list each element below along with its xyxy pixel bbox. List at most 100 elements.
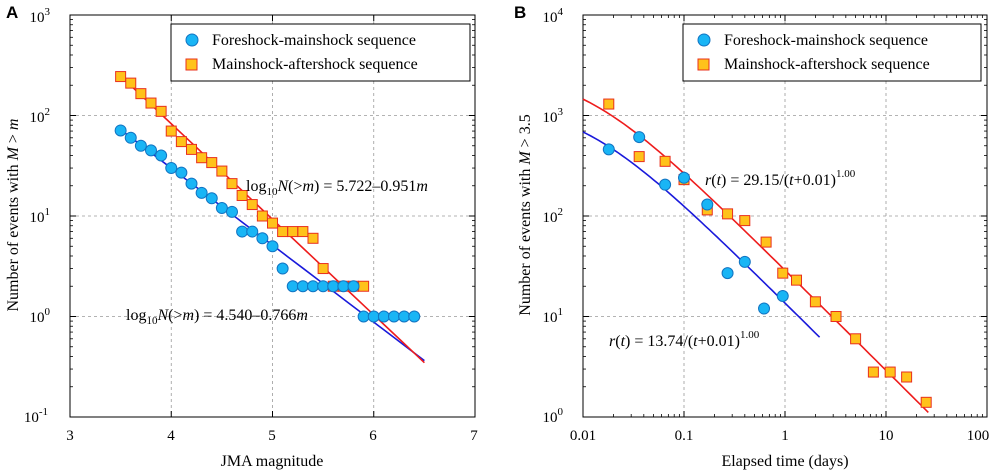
panel-b-ytick-label: 101 (543, 306, 564, 326)
panel-a-ytick-label: 102 (30, 106, 51, 126)
panel-b-aftershock-point (739, 215, 751, 227)
panel-a-aftershock-point (267, 217, 278, 229)
panel-b-foreshock-point (678, 171, 690, 184)
panel-a-legend-box (170, 23, 471, 82)
panel-b-aftershock-point (901, 371, 913, 383)
panel-b-foreshock-fit-line (582, 131, 821, 338)
panel-b-aftershock-point (659, 155, 671, 167)
panel-a-aftershock-point (135, 88, 147, 100)
panel-a-letter: A (6, 3, 18, 22)
panel-b-foreshock-point (776, 289, 789, 302)
panel-a: A 10-1 100 101 102 103 3 4 5 6 7 JMA mag… (5, 3, 478, 470)
panel-a-aftershock-point (317, 263, 329, 275)
panel-a-foreshock-point (307, 280, 319, 293)
panel-a-ytick-label: 100 (30, 306, 51, 326)
panel-a-y-ticks: 10-1 100 101 102 103 (24, 6, 51, 426)
panel-a-foreshock-point (114, 124, 127, 137)
panel-b-aftershock-point (867, 366, 879, 378)
panel-a-aftershock-point (165, 125, 177, 137)
panel-b-aftershock-fit-line (582, 98, 929, 413)
panel-b-foreshock-point (758, 302, 771, 315)
panel-b-letter: B (514, 3, 526, 22)
panel-b-aftershock-point (920, 396, 932, 408)
panel-a-aftershock-point (145, 97, 157, 109)
panel-a-foreshock-point (377, 310, 390, 323)
panel-b-aftershock-fit-equation: r(t) = 29.15/(t+0.01)1.00 (705, 168, 856, 189)
panel-b-aftershock-point (830, 311, 842, 322)
panel-a-xtick-label: 6 (369, 428, 377, 444)
panel-a-xtick-label: 5 (268, 428, 276, 444)
panel-a-foreshock-point (134, 139, 147, 152)
panel-b-foreshock-point (701, 198, 714, 211)
panel-b-foreshock-point (738, 255, 751, 268)
panel-a-aftershock-point (175, 136, 187, 148)
panel-b-ytick-label: 104 (543, 6, 564, 26)
panel-b-ytick-label: 103 (543, 106, 564, 126)
panel-b-legend-box (682, 23, 982, 82)
panel-b-x-ticks: 0.01 0.1 1 10 100 (570, 428, 989, 444)
panel-a-legend-foreshock-label: Foreshock-mainshock sequence (212, 32, 416, 49)
panel-a-aftershock-point (277, 226, 289, 238)
panel-b-aftershock-point (603, 98, 615, 110)
panel-a-aftershock-point (196, 152, 208, 164)
panel-a-aftershock-point (287, 226, 299, 238)
panel-b-aftershock-point (791, 274, 803, 286)
panel-b-y-axis-label: Number of events with M > 3.5 (517, 114, 534, 315)
panel-a-foreshock-point (124, 131, 137, 144)
panel-b-legend-aftershock-label: Mainshock-aftershock sequence (724, 56, 930, 73)
panel-b-legend-circle-marker (697, 33, 711, 47)
panel-b-foreshock-point (602, 143, 615, 156)
panel-a-legend-aftershock-label: Mainshock-aftershock sequence (212, 56, 418, 73)
panel-a-aftershock-point (358, 280, 370, 292)
panel-a-foreshock-point (367, 310, 380, 323)
panel-b-xtick-label: 10 (879, 428, 894, 444)
panel-a-aftershock-point (256, 210, 268, 222)
panel-a-foreshock-point (347, 280, 360, 293)
panel-a-foreshock-point (246, 225, 259, 238)
panel-a-aftershock-point (125, 77, 137, 89)
panel-a-foreshock-point (236, 225, 249, 238)
panel-a-xtick-label: 3 (66, 428, 74, 444)
panel-a-foreshock-point (317, 280, 330, 293)
panel-a-foreshock-point (398, 310, 411, 323)
panel-b-foreshock-point (721, 267, 734, 280)
panel-b-xtick-label: 0.01 (570, 428, 596, 444)
panel-a-foreshock-point (185, 177, 198, 190)
panel-a-ytick-label: 101 (30, 206, 51, 226)
panel-a-ytick-label: 103 (30, 6, 51, 26)
panel-a-aftershock-point (115, 71, 127, 83)
panel-a-x-axis-label: JMA magnitude (221, 453, 324, 470)
panel-b-ytick-label: 100 (543, 406, 564, 426)
panel-a-foreshock-point (195, 186, 208, 199)
panel-b-legend-foreshock-label: Foreshock-mainshock sequence (724, 32, 928, 49)
panel-a-foreshock-point (266, 240, 279, 253)
panel-a-ytick-label: 10-1 (24, 406, 48, 426)
panel-b-ytick-label: 102 (543, 206, 564, 226)
panel-b-aftershock-point (760, 236, 772, 248)
panel-a-aftershock-point (297, 226, 309, 238)
panel-a-legend-square-marker (185, 58, 198, 71)
panel-a-foreshock-point (215, 202, 228, 215)
panel-a-aftershock-point (246, 199, 258, 211)
panel-a-aftershock-point (186, 143, 197, 155)
panel-b-y-ticks: 100 101 102 103 104 (543, 6, 564, 426)
panel-a-aftershock-point (226, 178, 238, 190)
panel-b-plot-frame (582, 14, 988, 418)
panel-b-aftershock-point (850, 333, 862, 345)
panel-b-legend-square-marker (697, 58, 710, 71)
panel-a-aftershock-point (307, 232, 319, 244)
panel-a-xtick-label: 7 (470, 428, 478, 444)
panel-a-xtick-label: 4 (167, 428, 175, 444)
panel-a-foreshock-point (357, 310, 370, 323)
panel-b-aftershock-point (633, 151, 645, 163)
panel-a-legend-circle-marker (185, 33, 199, 47)
panel-a-legend: Foreshock-mainshock sequence Mainshock-a… (170, 23, 471, 82)
panel-a-foreshock-point (286, 280, 299, 293)
panel-a-foreshock-point (388, 310, 400, 323)
panel-b-xtick-label: 100 (967, 428, 990, 444)
panel-a-aftershock-point (216, 165, 228, 177)
panel-a-y-axis-label: Number of events with M > m (5, 119, 22, 312)
panel-b-xtick-label: 0.1 (675, 428, 694, 444)
panel-a-foreshock-point (296, 280, 309, 293)
